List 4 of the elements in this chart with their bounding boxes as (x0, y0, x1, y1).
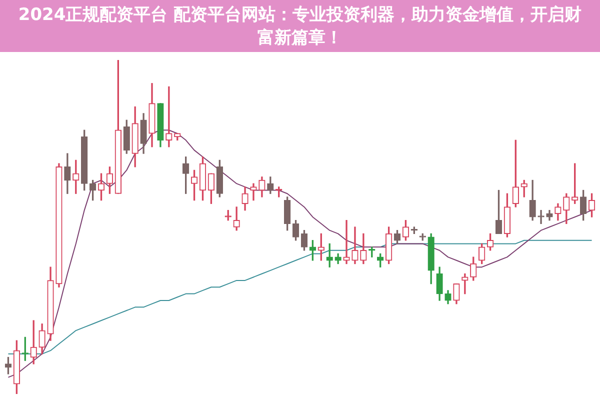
candlestick (538, 210, 544, 224)
candlestick (343, 220, 350, 264)
candlestick (250, 183, 257, 201)
chart-title: 2024正规配资平台 配资平台网站：专业投资利器，助力资金增值，开启财富新篇章！ (0, 0, 600, 52)
